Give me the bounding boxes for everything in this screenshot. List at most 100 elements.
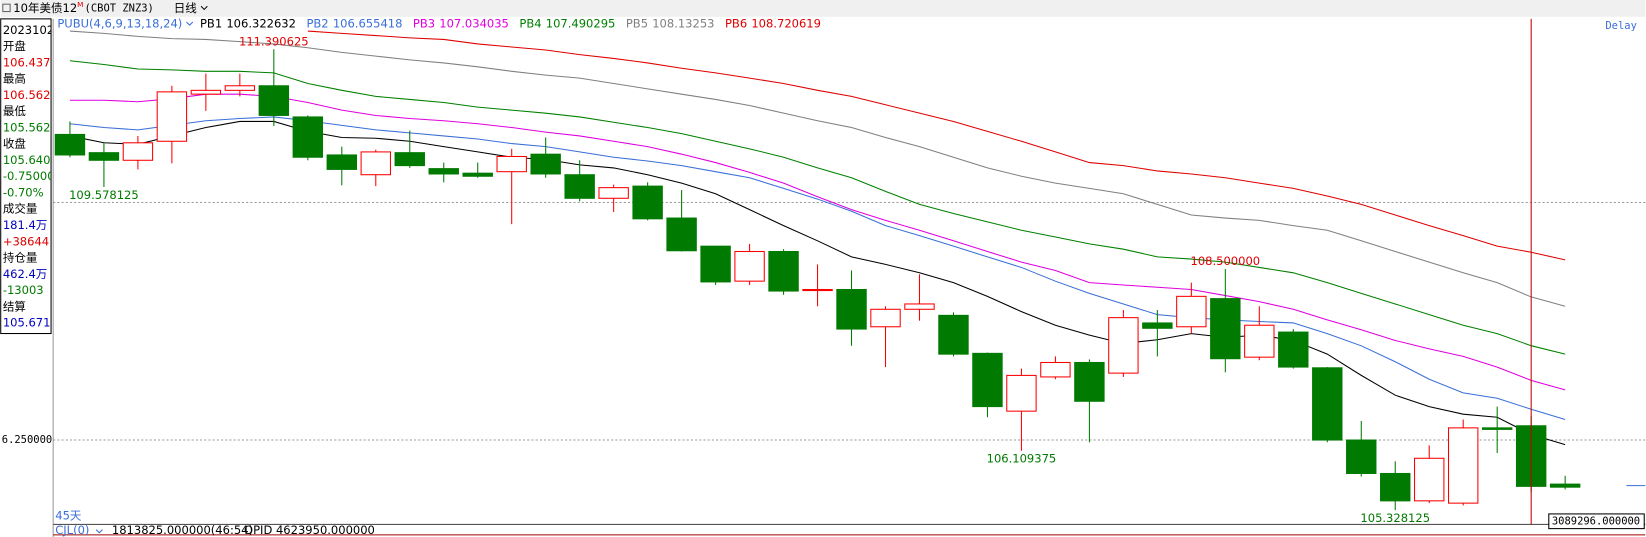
info-text: 最高 [3, 72, 26, 86]
candle-body [1380, 472, 1411, 502]
dropdown-icon[interactable] [186, 21, 194, 26]
info-text: 最低 [3, 104, 27, 118]
candle-body [938, 314, 969, 355]
info-text: 105.5625 [3, 120, 58, 134]
candle-body [88, 152, 120, 161]
candle-body [1244, 324, 1275, 358]
legend-value: 106.322632 [226, 17, 296, 31]
candle-body [1481, 427, 1513, 430]
candle-body [224, 85, 256, 91]
info-text: 181.4万 [3, 218, 47, 232]
candle-body [564, 174, 595, 199]
legend-name: PB4 [519, 17, 541, 31]
candle-body [462, 172, 493, 177]
info-text: -0.70% [3, 185, 44, 199]
window-title: 10年美债12 [13, 1, 77, 15]
candle-body [1006, 374, 1037, 412]
price-annotation: 109.578125 [69, 188, 139, 202]
price-annotation: 108.500000 [1191, 254, 1261, 268]
candle-body [530, 153, 561, 175]
indicator-line [69, 30, 1566, 307]
status: Delay [1605, 20, 1637, 32]
footer-indicator[interactable]: CJL(0) [55, 523, 89, 537]
price-annotation: 106.109375 [987, 452, 1057, 466]
info-text: 105.6406 [3, 153, 58, 167]
info-text: -13003 [3, 283, 44, 297]
indicator-name[interactable]: PUBU(4,6,9,13,18,24) [57, 17, 182, 31]
candle-body [598, 187, 629, 199]
footer-value: 1813825.000000(46:54) [112, 523, 253, 537]
legend-name: PB5 [626, 17, 648, 31]
candle-body [258, 85, 290, 116]
info-panel [0, 18, 52, 335]
candle-body [122, 142, 154, 161]
legend-value: 108.13253 [652, 17, 714, 31]
candle-body [326, 154, 358, 170]
legend-name: PB3 [413, 17, 435, 31]
candle-body [904, 303, 935, 310]
price-annotation: 111.390625 [239, 34, 309, 48]
legend-value: 107.034035 [439, 17, 509, 31]
candle-body [190, 89, 222, 95]
info-text: 462.4万 [3, 267, 47, 281]
period-selector[interactable]: 日线 [174, 1, 198, 15]
candle-body [1176, 295, 1207, 328]
info-text: 开盘 [3, 39, 26, 53]
info-text: 106.5625 [3, 88, 58, 102]
info-text: 结算 [3, 299, 26, 313]
candle-body [1142, 322, 1173, 329]
candle-body [1549, 483, 1581, 488]
legend-name: PB6 [725, 17, 747, 31]
window-icon [2, 3, 11, 13]
y-tick-label: 6.250000 [2, 434, 52, 446]
candle-body [836, 288, 867, 330]
info-text: 持仓量 [3, 251, 38, 265]
candle-body [632, 185, 663, 220]
candle-body [1278, 331, 1309, 368]
cursor-readout-box [1548, 513, 1645, 530]
candle-body [428, 168, 459, 175]
period-label: 45天 [55, 509, 82, 523]
candle-body [870, 308, 901, 328]
candle-body [1414, 457, 1445, 502]
dropdown-icon[interactable] [200, 5, 208, 11]
legend-value: 106.655418 [333, 17, 403, 31]
indicator-line [307, 30, 1566, 261]
info-text: 106.4375 [3, 55, 58, 69]
info-text: -0.75000 [3, 169, 55, 183]
candle-body [496, 155, 527, 173]
candle-body [360, 151, 391, 176]
legend-value: 108.720619 [751, 17, 821, 31]
candle-body [156, 91, 188, 142]
candle-body [1312, 367, 1343, 441]
candle-body [292, 116, 324, 158]
candle-body [802, 288, 833, 292]
candle-body [1074, 361, 1105, 402]
dropdown-icon[interactable] [95, 529, 103, 534]
legend-name: PB2 [306, 17, 328, 31]
legend-name: PB1 [200, 17, 222, 31]
indicator-line [69, 60, 1566, 355]
info-text: 105.6718 [3, 316, 58, 330]
window-title-mark: M [77, 0, 83, 9]
candle-body [734, 250, 765, 282]
info-text: 20231025 [3, 23, 62, 37]
title-bar [0, 0, 1646, 17]
info-text: 收盘 [3, 137, 26, 151]
info-text: 成交量 [3, 202, 38, 216]
footer-value: OPID 4623950.000000 [244, 523, 375, 537]
candle-body [666, 217, 697, 252]
candle-body [54, 133, 86, 156]
window-code: (CBOT ZNZ3) [85, 2, 154, 14]
candle-body [768, 250, 799, 292]
candle-body [972, 352, 1003, 408]
candle-body [1210, 298, 1241, 360]
cursor-readout: 3089296.000000 [1552, 515, 1640, 527]
info-text: +38644 [3, 234, 49, 248]
candle-body [1108, 317, 1139, 374]
legend-value: 107.490295 [546, 17, 616, 31]
price-annotation: 105.328125 [1360, 511, 1430, 525]
candle-body [1447, 427, 1479, 504]
